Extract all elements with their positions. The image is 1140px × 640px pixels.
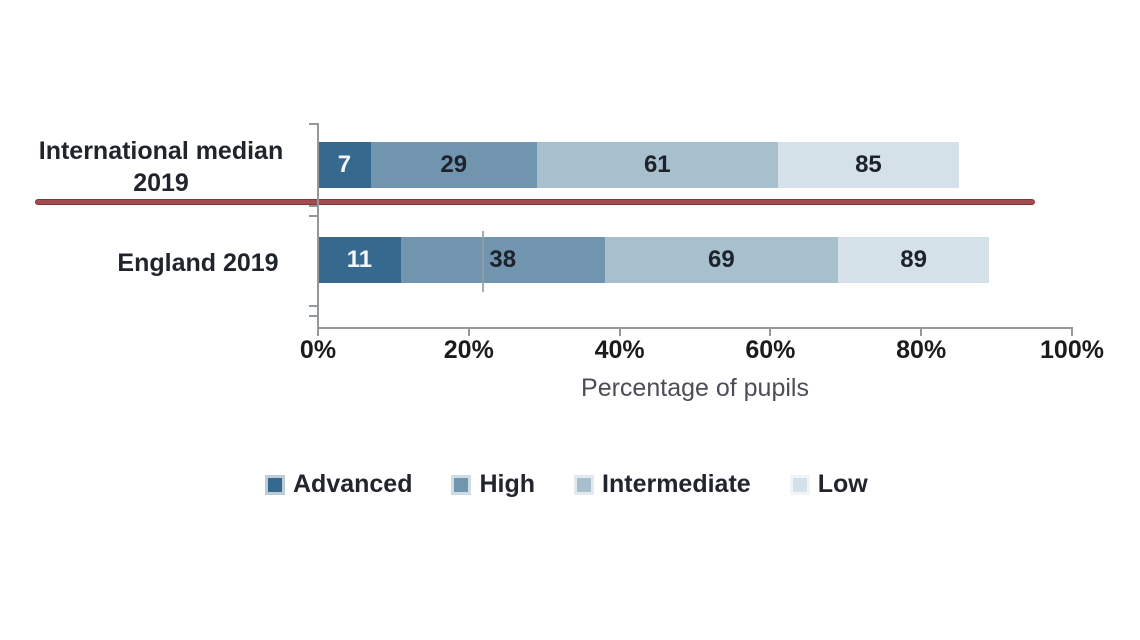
x-tick-mark [467,329,470,336]
bar-segment-low: 89 [838,237,990,283]
stray-tick-line [482,231,484,292]
legend-label: Low [817,470,868,498]
x-tick-mark [317,329,319,336]
x-tick-mark [1071,329,1073,336]
category-label-england: England 2019 [52,247,344,279]
x-tick-label: 40% [594,336,645,364]
x-axis-line [317,327,1073,329]
bar-value-label: 61 [643,151,671,178]
y-tick-mark [309,215,317,217]
bar-segment-low: 85 [777,142,959,188]
bar-value-label: 29 [440,151,468,178]
x-tick-label: 100% [1040,336,1104,364]
legend-item-low: Low [792,470,868,499]
x-tick-label: 20% [443,336,494,364]
legend-label: Advanced [293,470,413,498]
bar-segment-advanced: 7 [318,142,371,188]
separator-line [35,199,1035,205]
x-tick-mark [618,329,621,336]
y-tick-mark [309,123,317,125]
bar-segment-high: 29 [370,142,537,188]
legend: Advanced High Intermediate Low [268,470,868,499]
y-tick-mark [309,305,317,307]
legend-swatch-icon [454,477,469,492]
legend-swatch-icon [577,477,592,492]
bar-value-label: 11 [346,246,373,273]
legend-item-intermediate: Intermediate [577,470,751,499]
category-label-line1: England 2019 [117,249,279,277]
bar-value-label: 38 [489,246,517,273]
bar-segment-intermediate: 61 [536,142,778,188]
x-tick-label: 0% [299,336,337,364]
category-label-international-median: International median 2019 [15,135,307,199]
bar-value-label: 89 [900,246,927,273]
bar-segment-intermediate: 69 [604,237,839,283]
bar-value-label: 85 [855,151,882,178]
y-tick-mark [309,315,317,317]
legend-label: Intermediate [602,470,751,498]
x-tick-label: 80% [896,336,947,364]
y-axis-line [317,123,319,328]
bar-segment-advanced: 11 [318,237,401,283]
x-tick-label: 60% [745,336,796,364]
x-tick-mark [769,329,772,336]
x-tick-mark [920,329,923,336]
legend-label: High [479,470,536,498]
bar-value-label: 69 [708,246,735,273]
legend-item-advanced: Advanced [268,470,412,499]
bar-segment-high: 38 [400,237,605,283]
y-tick-mark [309,205,317,207]
legend-swatch-icon [792,477,807,492]
x-axis-title: Percentage of pupils [581,374,809,402]
legend-swatch-icon [268,477,282,492]
category-label-line2: 2019 [133,169,189,197]
bar-value-label: 7 [337,151,352,178]
legend-item-high: High [454,470,535,499]
category-label-line1: International median [38,137,284,165]
